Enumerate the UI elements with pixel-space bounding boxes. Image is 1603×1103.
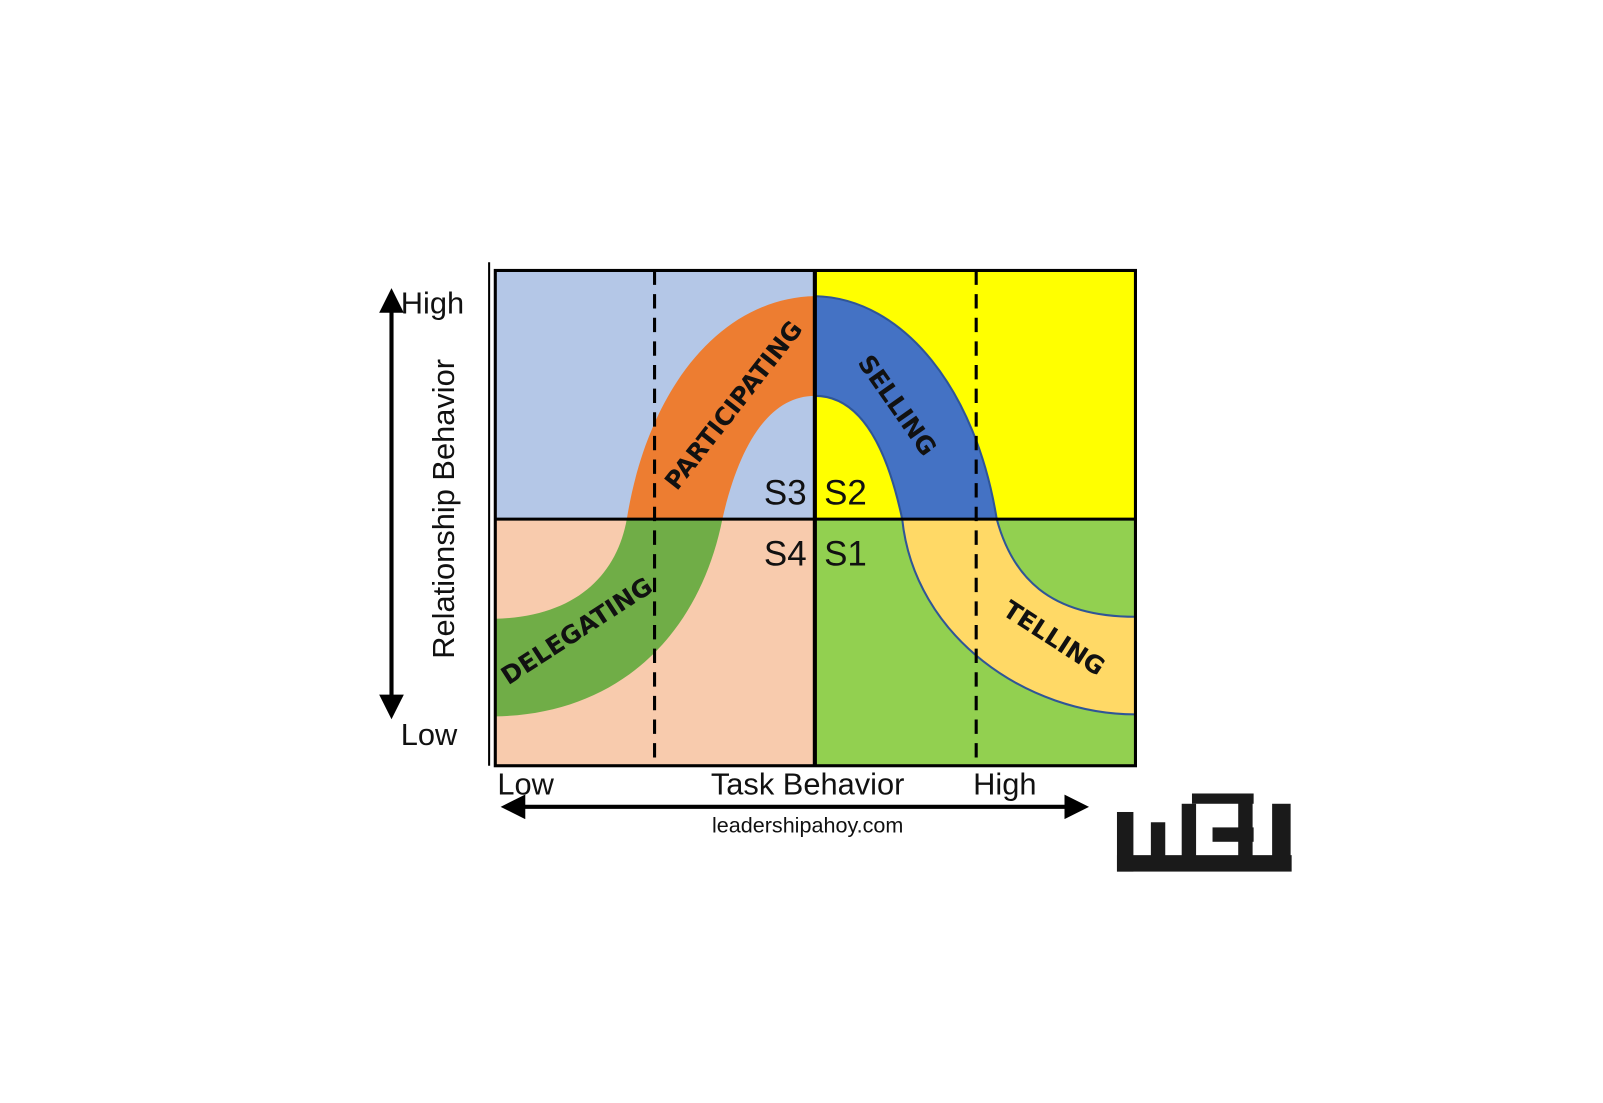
band bbox=[901, 518, 1137, 716]
y-axis-label: Relationship Behavior bbox=[426, 359, 461, 659]
logo bbox=[1116, 793, 1292, 872]
band bbox=[495, 519, 723, 717]
logo-stroke bbox=[1191, 793, 1254, 804]
logo-stroke bbox=[1181, 803, 1197, 864]
source: leadershipahoy.com bbox=[712, 813, 903, 838]
logo-stroke bbox=[1150, 822, 1166, 864]
band bbox=[813, 295, 998, 521]
y-high: High bbox=[401, 286, 464, 321]
curve-bands bbox=[495, 295, 1137, 717]
quadrant-label: S1 bbox=[824, 534, 867, 573]
x-low: Low bbox=[497, 767, 554, 802]
x-axis-label: Task Behavior bbox=[711, 767, 905, 802]
quadrant-label: S2 bbox=[824, 474, 867, 513]
x-high: High bbox=[973, 767, 1036, 802]
quadrant-label: S4 bbox=[764, 534, 807, 573]
logo-stroke bbox=[1116, 855, 1292, 872]
y-low: Low bbox=[401, 717, 458, 752]
quadrant-label: S3 bbox=[764, 474, 807, 513]
grid-lines bbox=[379, 262, 1137, 820]
logo-stroke bbox=[1238, 796, 1253, 859]
logo-stroke bbox=[1272, 803, 1291, 864]
band bbox=[626, 296, 815, 520]
